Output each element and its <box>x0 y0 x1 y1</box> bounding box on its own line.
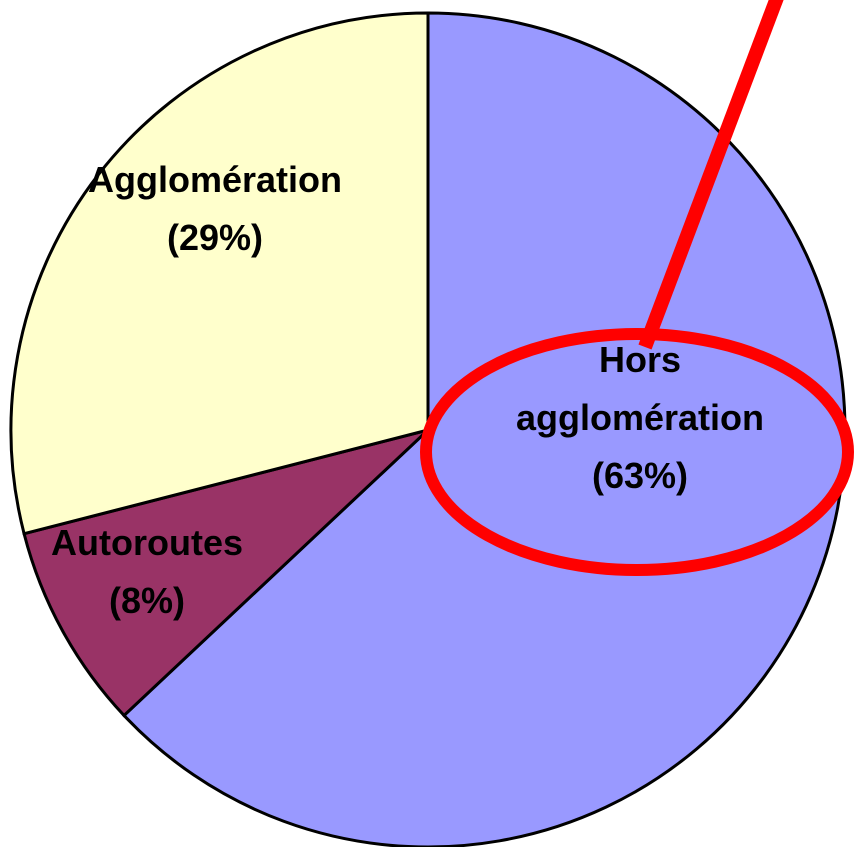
highlight-annotation <box>420 0 854 576</box>
slice-label: Autoroutes (8%) <box>17 514 277 630</box>
slice-name: Autoroutes <box>51 522 243 563</box>
slice-value: (63%) <box>591 455 689 496</box>
slice-value: (29%) <box>166 217 264 258</box>
slice-name: Agglomération <box>87 159 342 200</box>
pie-slice <box>9 11 430 536</box>
pie-slice <box>121 11 847 847</box>
slice-value: (8%) <box>108 580 185 621</box>
highlight-ellipse <box>420 328 854 576</box>
pointer-line <box>638 0 784 350</box>
slice-name: Hors agglomération <box>515 339 765 438</box>
pie-slice <box>22 428 430 718</box>
slice-label: Hors agglomération (63%) <box>480 331 800 505</box>
slice-label: Agglomération (29%) <box>35 151 395 267</box>
